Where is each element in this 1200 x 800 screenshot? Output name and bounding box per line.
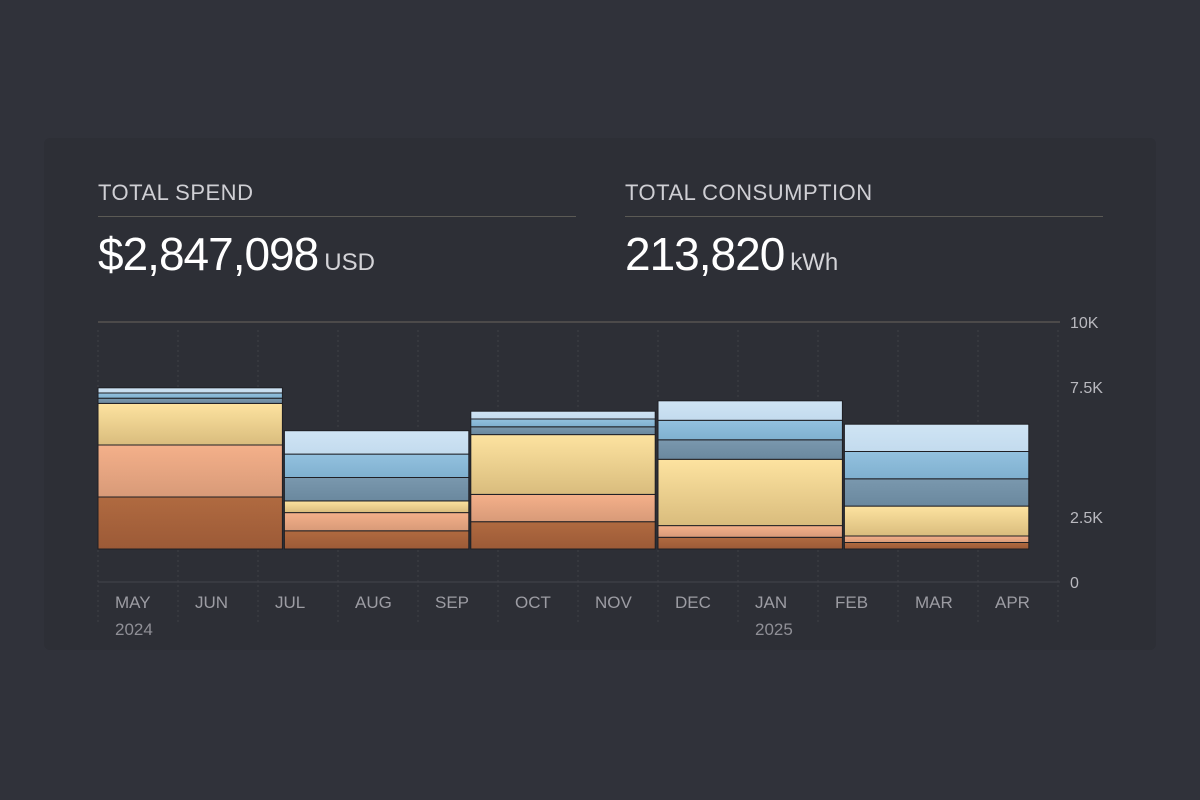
x-tick-label: JUL xyxy=(275,593,305,612)
y-tick-label: 2.5K xyxy=(1070,510,1103,527)
total-spend-value-row: $2,847,098 USD xyxy=(98,227,576,281)
total-consumption-unit: kWh xyxy=(790,249,839,276)
bar-4-segment-2 xyxy=(843,505,1030,537)
bar-2-segment-1 xyxy=(470,493,656,523)
x-tick-label: AUG xyxy=(355,593,392,612)
bar-4-segment-4 xyxy=(843,451,1030,480)
bar-0-segment-5 xyxy=(97,387,283,394)
total-spend-unit: USD xyxy=(324,249,375,276)
total-spend-label: TOTAL SPEND xyxy=(98,180,576,217)
x-tick-label: MAY xyxy=(115,593,151,612)
bar-4-segment-0 xyxy=(843,542,1030,550)
x-tick-label: JUN xyxy=(195,593,228,612)
total-spend-value: $2,847,098 xyxy=(98,228,319,280)
bar-layer xyxy=(97,387,1030,550)
total-consumption-kpi: TOTAL CONSUMPTION 213,820 kWh xyxy=(625,180,1103,281)
y-tick-label: 0 xyxy=(1070,575,1079,592)
total-spend-kpi: TOTAL SPEND $2,847,098 USD xyxy=(98,180,576,281)
bar-0-segment-2 xyxy=(97,402,283,446)
bar-2-segment-4 xyxy=(470,418,656,428)
bar-3-segment-1 xyxy=(657,525,843,538)
axis-layer: 10K 7.5K 2.5K 0 MAY JUN JUL AUG SEP OCT NOV DEC JAN F… xyxy=(115,315,1103,639)
x-tick-label: SEP xyxy=(435,593,469,612)
x-tick-label: APR xyxy=(995,593,1030,612)
bar-3-segment-0 xyxy=(657,536,843,550)
bar-3-segment-4 xyxy=(657,419,843,441)
y-tick-label: 10K xyxy=(1070,315,1099,332)
bar-0-segment-1 xyxy=(97,444,283,498)
bar-0-segment-3 xyxy=(97,397,283,404)
bar-1-segment-3 xyxy=(283,477,470,502)
bar-4-segment-3 xyxy=(843,478,1030,507)
x-tick-label: FEB xyxy=(835,593,868,612)
x-tick-label: DEC xyxy=(675,593,711,612)
bar-0-segment-0 xyxy=(97,496,283,550)
bar-3-segment-5 xyxy=(657,400,843,421)
bar-1-segment-2 xyxy=(283,500,470,514)
x-tick-label: MAR xyxy=(915,593,953,612)
total-consumption-label: TOTAL CONSUMPTION xyxy=(625,180,1103,217)
bar-1-segment-4 xyxy=(283,453,470,479)
bar-0-segment-4 xyxy=(97,392,283,399)
x-tick-label: NOV xyxy=(595,593,633,612)
bar-1-segment-1 xyxy=(283,512,470,532)
bar-2-segment-3 xyxy=(470,426,656,436)
bar-2-segment-2 xyxy=(470,434,656,495)
bar-1-segment-5 xyxy=(283,430,470,455)
bar-2-segment-0 xyxy=(470,521,656,550)
x-tick-label: JAN xyxy=(755,593,787,612)
bar-4-segment-1 xyxy=(843,535,1030,543)
year-label: 2024 xyxy=(115,620,153,639)
bar-4-segment-5 xyxy=(843,423,1030,453)
total-consumption-value: 213,820 xyxy=(625,228,785,280)
bar-3-segment-2 xyxy=(657,458,843,527)
x-tick-label: OCT xyxy=(515,593,551,612)
total-consumption-value-row: 213,820 kWh xyxy=(625,227,1103,281)
bar-1-segment-0 xyxy=(283,530,470,550)
year-label: 2025 xyxy=(755,620,793,639)
y-tick-label: 7.5K xyxy=(1070,380,1103,397)
bar-3-segment-3 xyxy=(657,439,843,460)
bar-2-segment-5 xyxy=(470,410,656,420)
